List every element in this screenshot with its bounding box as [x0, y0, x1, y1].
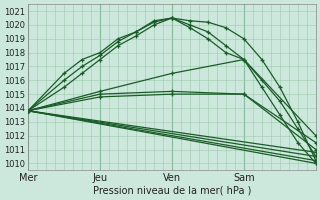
X-axis label: Pression niveau de la mer( hPa ): Pression niveau de la mer( hPa ) — [93, 186, 251, 196]
